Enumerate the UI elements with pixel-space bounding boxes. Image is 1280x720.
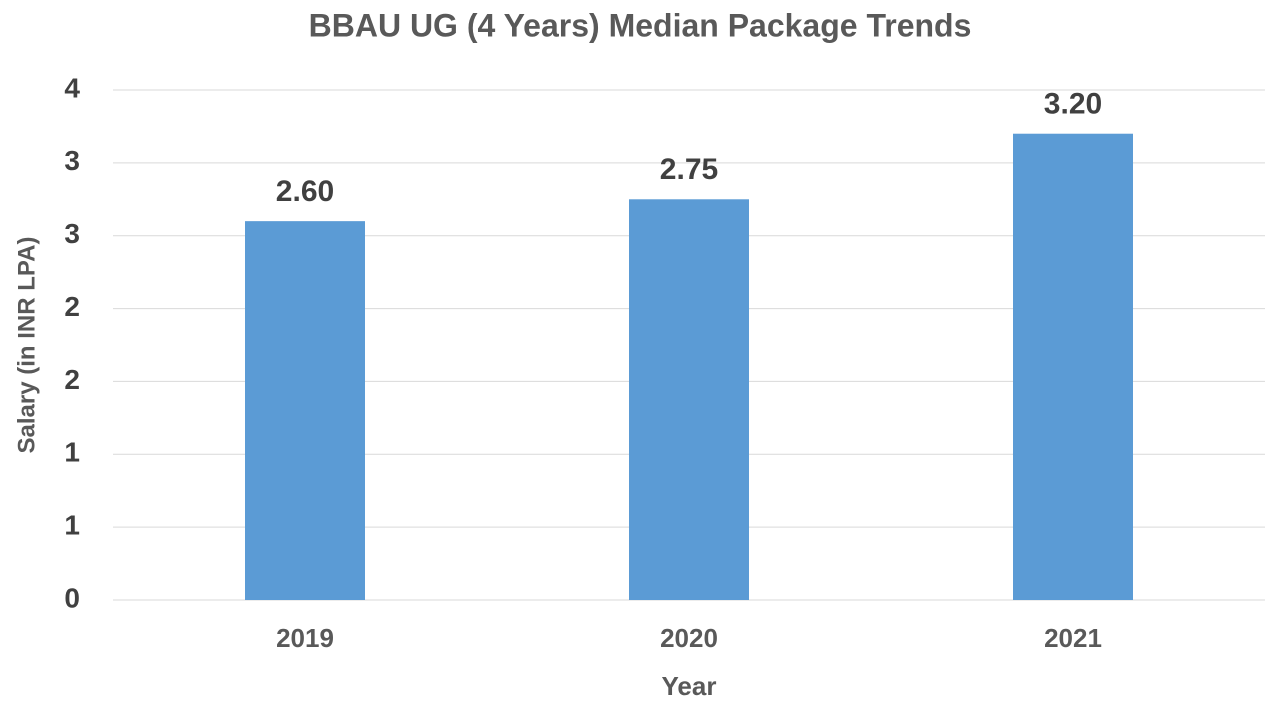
data-label: 2.60 bbox=[276, 175, 334, 208]
x-tick-label: 2021 bbox=[1044, 623, 1102, 653]
x-axis-label: Year bbox=[662, 671, 717, 701]
chart-title: BBAU UG (4 Years) Median Package Trends bbox=[309, 7, 972, 43]
x-tick-label: 2020 bbox=[660, 623, 718, 653]
y-tick-label: 2 bbox=[64, 291, 80, 322]
bar bbox=[1013, 133, 1133, 600]
bar bbox=[629, 199, 749, 601]
y-tick-label: 3 bbox=[64, 218, 80, 249]
bar bbox=[245, 221, 365, 600]
data-label: 2.75 bbox=[660, 153, 718, 186]
y-axis-label: Salary (in INR LPA) bbox=[13, 237, 40, 454]
y-tick-label: 0 bbox=[64, 582, 80, 613]
y-tick-label: 4 bbox=[64, 72, 80, 103]
y-tick-label: 3 bbox=[64, 145, 80, 176]
y-tick-label: 1 bbox=[64, 437, 80, 468]
y-tick-label: 1 bbox=[64, 510, 80, 541]
x-tick-label: 2019 bbox=[276, 623, 334, 653]
y-tick-label: 2 bbox=[64, 364, 80, 395]
data-label: 3.20 bbox=[1044, 88, 1102, 121]
